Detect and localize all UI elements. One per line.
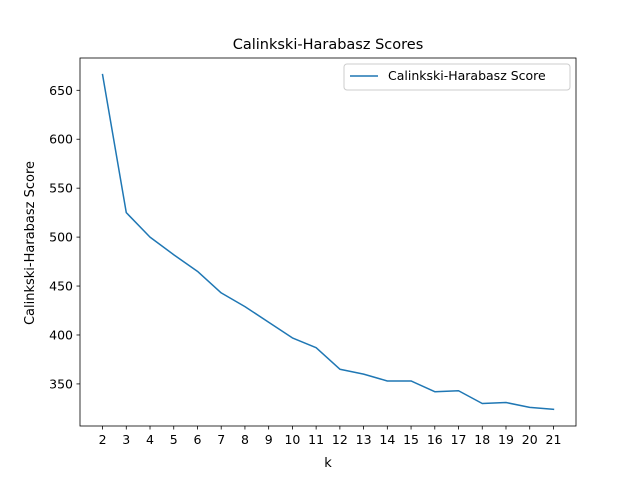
x-tick-label-13: 13 xyxy=(356,432,372,447)
x-tick-label-10: 10 xyxy=(284,432,300,447)
y-tick-label-450: 450 xyxy=(49,279,73,294)
x-tick-label-17: 17 xyxy=(451,432,467,447)
axes-frame xyxy=(79,57,577,427)
y-tick-label-500: 500 xyxy=(49,230,73,245)
x-tick-label-8: 8 xyxy=(241,432,249,447)
plot-area: 2 3 4 5 6 7 8 9 10 11 12 13 14 15 16 17 18 19 20 21 350 400 45… xyxy=(49,57,577,447)
x-tick-label-18: 18 xyxy=(474,432,490,447)
x-tick-label-20: 20 xyxy=(522,432,538,447)
y-tick-label-400: 400 xyxy=(49,327,73,342)
x-tick-label-7: 7 xyxy=(217,432,225,447)
x-axis-label: k xyxy=(324,456,332,471)
series-line-0 xyxy=(101,73,555,411)
x-tick-label-5: 5 xyxy=(170,432,178,447)
y-tick-label-550: 550 xyxy=(49,181,73,196)
legend-frame xyxy=(343,63,571,91)
y-tick-label-650: 650 xyxy=(49,83,73,98)
chart-title: Calinkski-Harabasz Scores xyxy=(233,37,424,53)
y-tick-label-350: 350 xyxy=(49,376,73,391)
x-tick-label-14: 14 xyxy=(379,432,395,447)
x-tick-label-2: 2 xyxy=(99,432,107,447)
x-tick-label-4: 4 xyxy=(146,432,154,447)
y-axis-label: Calinkski-Harabasz Score xyxy=(23,161,38,325)
x-tick-label-11: 11 xyxy=(308,432,324,447)
x-tick-label-9: 9 xyxy=(265,432,273,447)
y-tick-label-600: 600 xyxy=(49,132,73,147)
x-tick-label-19: 19 xyxy=(498,432,514,447)
legend: Calinkski-Harabasz Score xyxy=(343,63,571,91)
x-tick-label-3: 3 xyxy=(122,432,130,447)
x-tick-label-21: 21 xyxy=(546,432,562,447)
x-tick-label-15: 15 xyxy=(403,432,419,447)
x-tick-label-6: 6 xyxy=(193,432,201,447)
x-tick-label-12: 12 xyxy=(332,432,348,447)
legend-series-label: Calinkski-Harabasz Score xyxy=(388,68,546,83)
x-tick-label-16: 16 xyxy=(427,432,443,447)
